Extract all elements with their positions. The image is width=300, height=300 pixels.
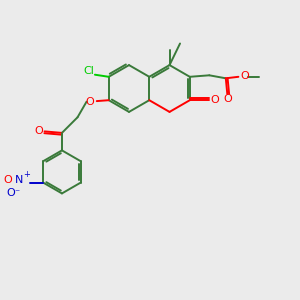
Text: O: O xyxy=(35,126,44,136)
Text: O: O xyxy=(210,95,219,105)
Text: +: + xyxy=(23,170,30,179)
Text: O: O xyxy=(4,175,13,185)
Text: N: N xyxy=(14,175,23,185)
Text: O: O xyxy=(224,94,232,104)
Text: O: O xyxy=(6,188,15,198)
Text: Cl: Cl xyxy=(84,66,95,76)
Text: O: O xyxy=(240,71,249,81)
Text: O: O xyxy=(86,97,94,107)
Text: ⁻: ⁻ xyxy=(14,188,20,198)
